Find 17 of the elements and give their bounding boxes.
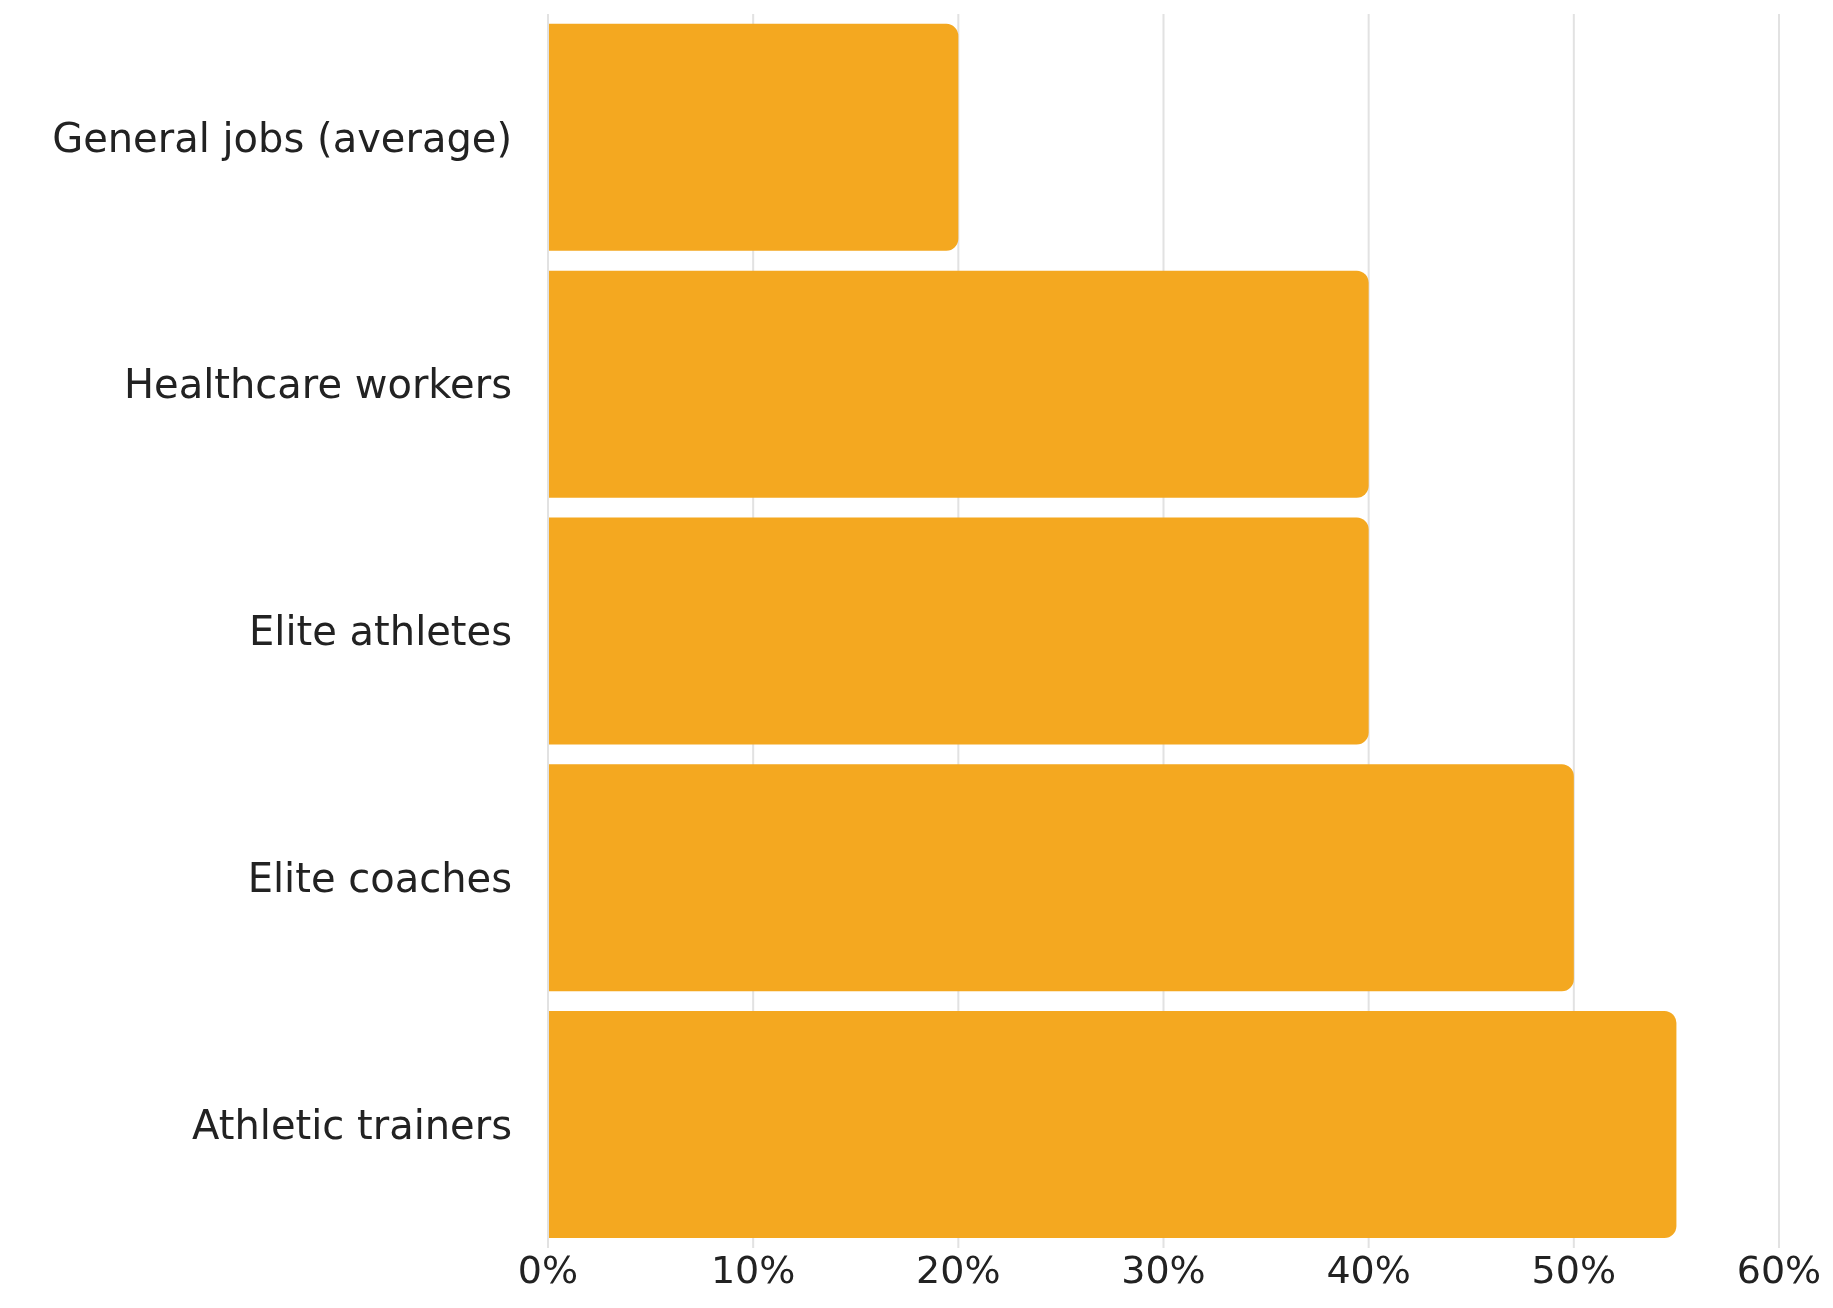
x-tick-label: 10% (710, 1247, 796, 1292)
x-tick-label: 50% (1531, 1247, 1617, 1292)
y-tick-label: Elite athletes (249, 608, 512, 655)
y-tick-label: Healthcare workers (123, 361, 512, 408)
x-tick-label: 60% (1736, 1247, 1822, 1292)
bar (548, 23, 959, 251)
y-tick-label: Elite coaches (247, 855, 512, 901)
x-tick-label: 20% (916, 1247, 1001, 1292)
bar (548, 1011, 1677, 1239)
bar (548, 270, 1369, 498)
x-tick-label: 0% (517, 1247, 579, 1292)
bar (548, 764, 1574, 992)
y-tick-label: Athletic trainers (192, 1101, 512, 1148)
bar (548, 517, 1369, 745)
x-tick-label: 30% (1121, 1247, 1206, 1292)
y-tick-label: General jobs (average) (52, 114, 512, 161)
x-tick-label: 40% (1326, 1247, 1411, 1292)
